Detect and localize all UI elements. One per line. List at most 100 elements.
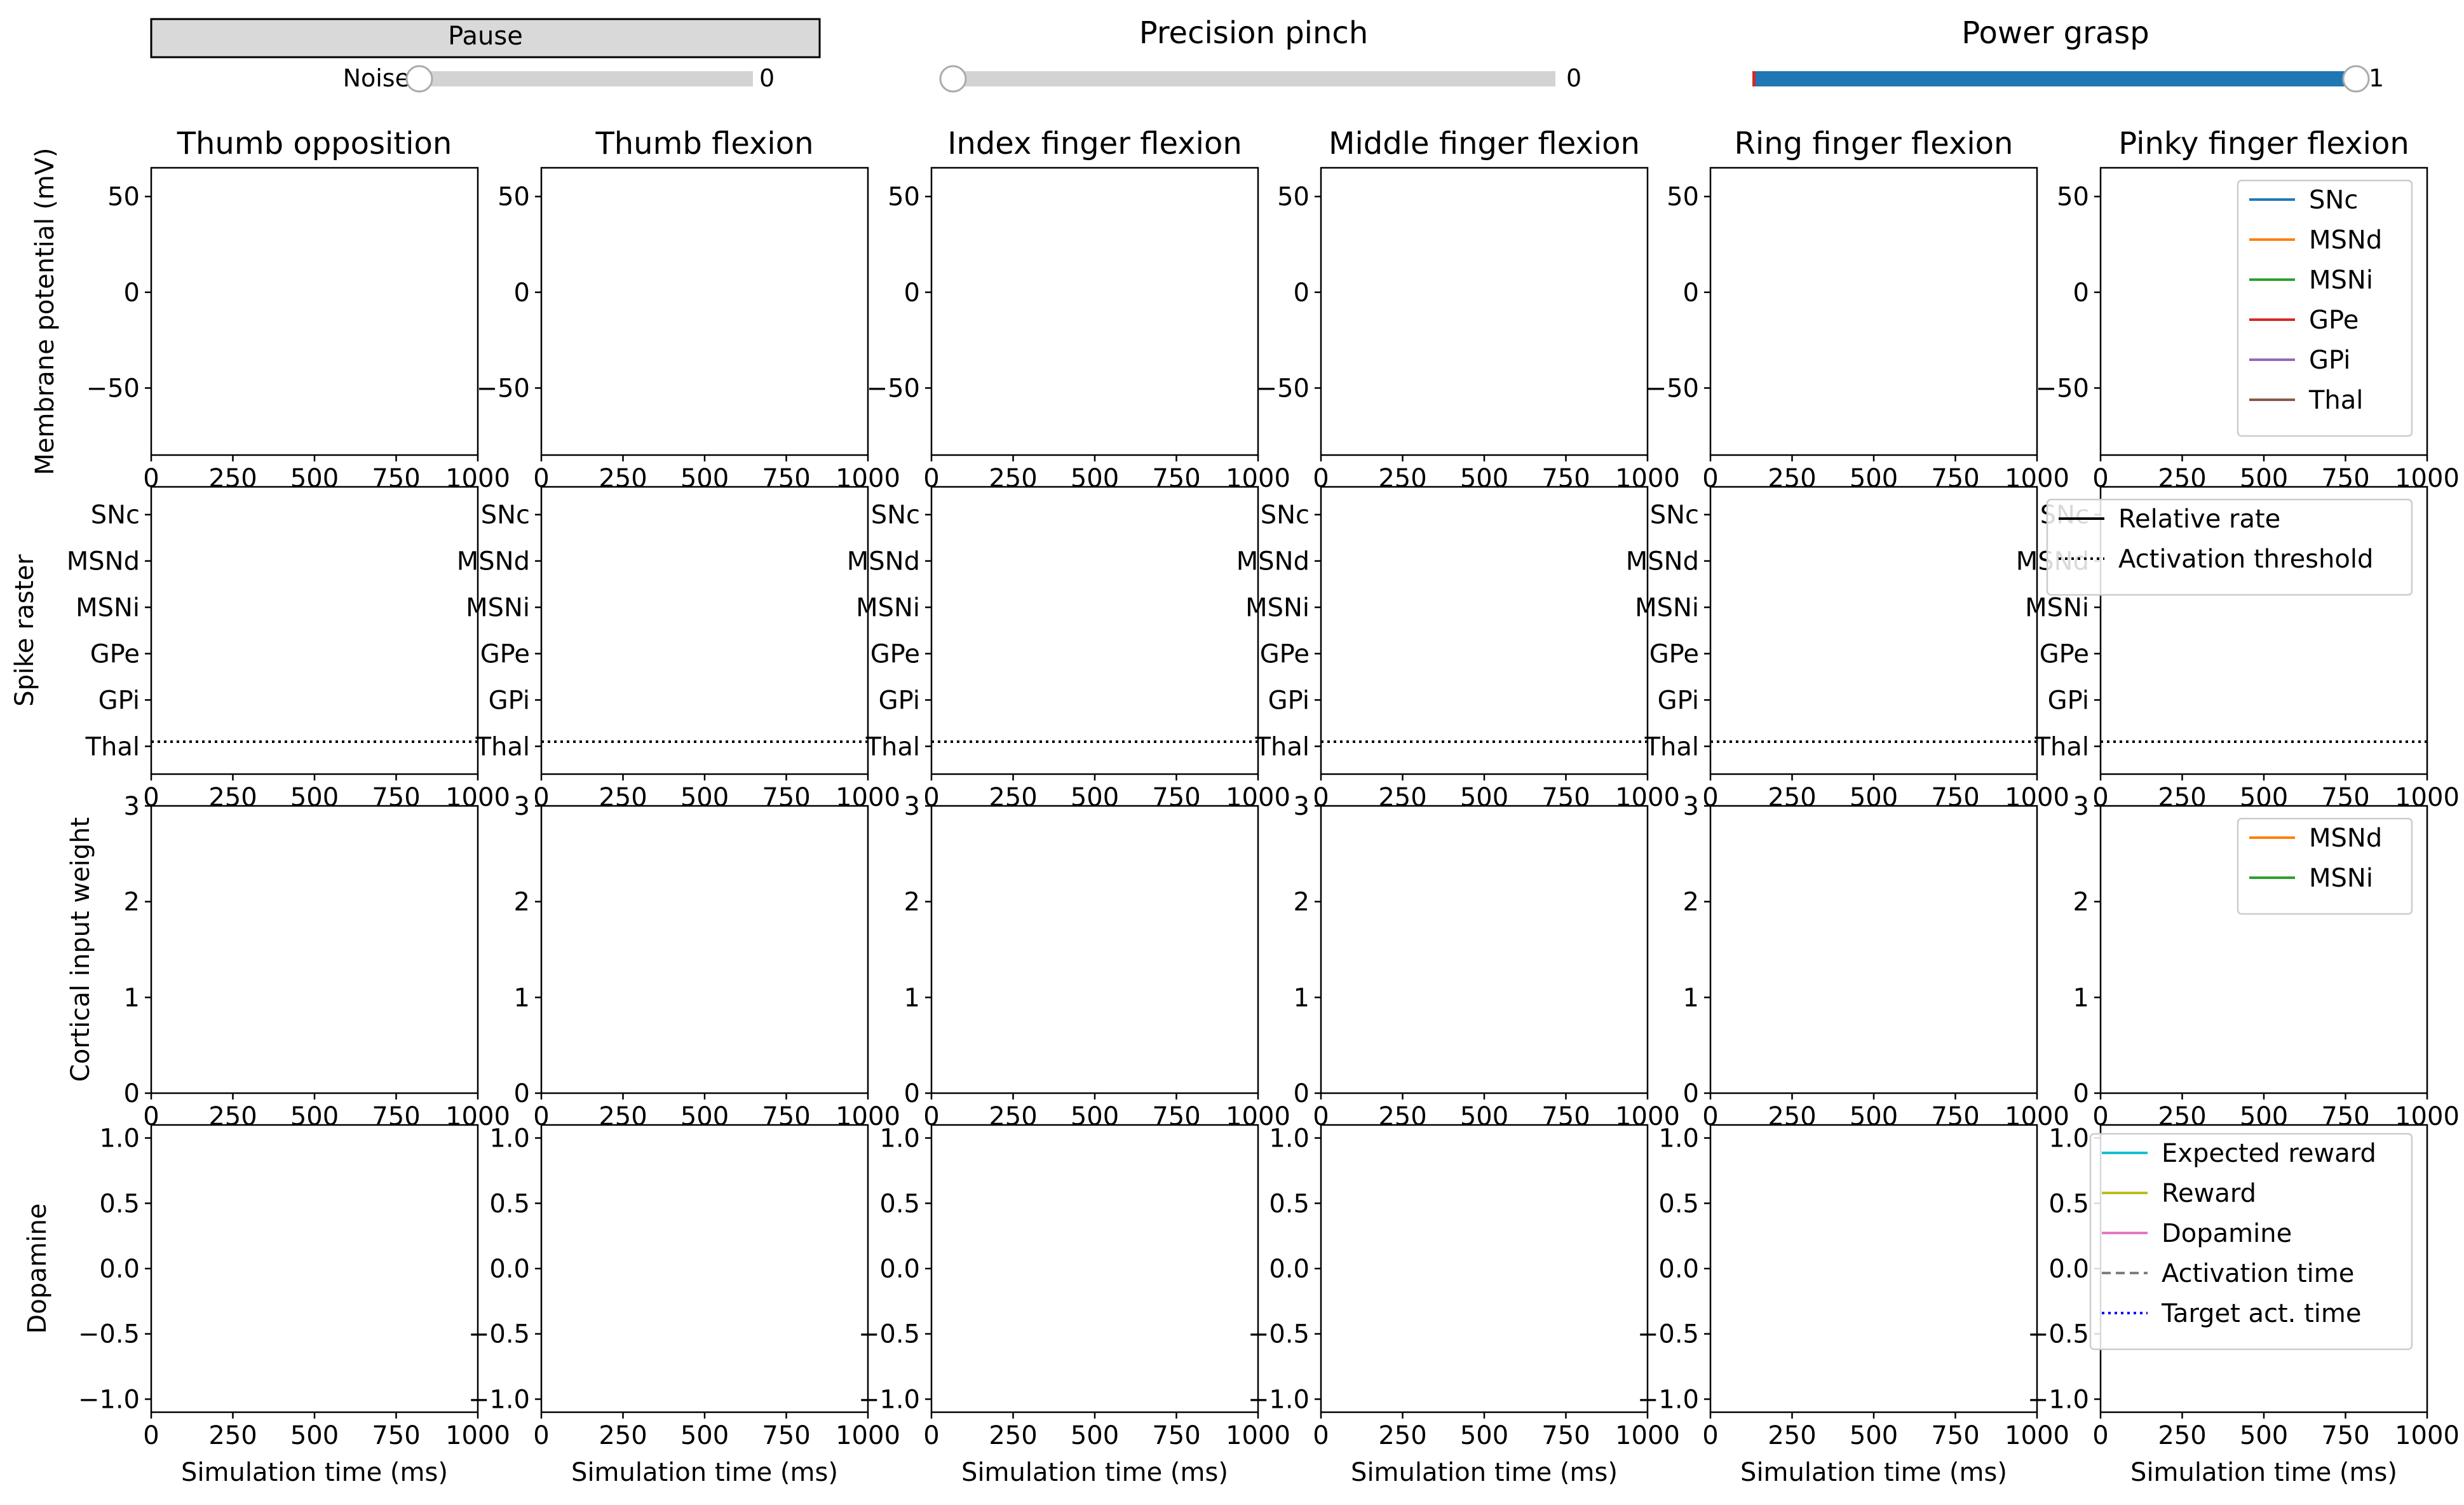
legend-label: Expected reward (2162, 1139, 2376, 1168)
y-tick-label: 3 (904, 792, 920, 821)
plot-area (540, 1124, 869, 1413)
noise-slider-handle[interactable] (405, 65, 433, 93)
x-axis-label: Simulation time (ms) (2130, 1458, 2397, 1487)
x-tick-label: 1000 (836, 1421, 900, 1450)
y-axis-label: Cortical input weight (66, 817, 95, 1082)
y-tick-label: GPe (2040, 639, 2089, 669)
y-tick-label: 2 (124, 888, 140, 917)
y-axis-label: Membrane potential (mV) (30, 147, 60, 475)
y-tick-label: 3 (1294, 792, 1310, 821)
y-tick-label: 1.0 (99, 1124, 140, 1154)
y-tick-label: 0.5 (2048, 1189, 2089, 1218)
y-tick-label: 50 (888, 182, 920, 212)
legend: Expected reward Reward Dopamine Activation … (2089, 1133, 2413, 1351)
precision-pinch-slider-handle[interactable] (939, 65, 967, 93)
power-grasp-slider-marker (1752, 71, 1756, 86)
x-tick-label: 1000 (2395, 1421, 2460, 1450)
precision-pinch-slider-track[interactable] (953, 71, 1555, 86)
x-tick-label: 1000 (1226, 1421, 1290, 1450)
y-tick-label: 1 (124, 983, 140, 1012)
plot-area (1320, 805, 1649, 1094)
y-tick-label: MSNd (457, 547, 530, 576)
x-tick-label: 750 (372, 1421, 420, 1450)
y-tick-label: MSNi (76, 594, 140, 623)
x-tick-label: 0 (533, 1421, 549, 1450)
legend: MSNd MSNi (2237, 817, 2413, 915)
y-tick-label: GPi (489, 686, 530, 715)
y-tick-label: Thal (1644, 732, 1699, 761)
y-tick-label: GPi (879, 686, 920, 715)
y-tick-label: GPi (98, 686, 140, 715)
legend-label: GPi (2309, 346, 2350, 375)
y-tick-label: 0 (1294, 1079, 1310, 1108)
x-tick-label: 500 (680, 1421, 729, 1450)
x-tick-label: 750 (762, 1421, 810, 1450)
plot-area (1709, 1124, 2038, 1413)
y-tick-label: 2 (514, 888, 530, 917)
x-tick-label: 1000 (1615, 1421, 1680, 1450)
plot-area (1320, 1124, 1649, 1413)
x-axis-label: Simulation time (ms) (1351, 1458, 1618, 1487)
y-tick-label: 0 (124, 278, 140, 308)
pause-button[interactable] (150, 18, 821, 58)
column-title: Thumb flexion (595, 126, 813, 161)
y-tick-label: 1 (514, 983, 530, 1012)
subplot-index-finger-flexion-row4: 0 250 500 750 1000 1.0 0.5 0.0 −0.5 −1.0 Simulatio… (858, 1124, 1290, 1487)
y-tick-label: 1.0 (1658, 1124, 1699, 1154)
y-tick-label: MSNd (1626, 547, 1699, 576)
y-tick-label: Thal (2034, 732, 2089, 761)
y-tick-label: 0 (1683, 278, 1699, 308)
plot-area (1320, 486, 1649, 775)
noise-slider-track[interactable] (419, 71, 753, 86)
y-axis-label: Dopamine (23, 1203, 52, 1333)
x-tick-label: 250 (989, 1421, 1037, 1450)
y-tick-label: 50 (1277, 182, 1310, 212)
legend-label: Dopamine (2162, 1219, 2292, 1248)
y-tick-label: SNc (1261, 501, 1310, 530)
y-tick-label: MSNi (466, 594, 530, 623)
power-grasp-slider-handle[interactable] (2342, 65, 2370, 93)
y-tick-label: 0 (124, 1079, 140, 1108)
x-tick-label: 0 (2092, 1421, 2108, 1450)
y-tick-label: −50 (2036, 374, 2089, 404)
plot-area (540, 805, 869, 1094)
pause-button-label: Pause (448, 22, 523, 51)
y-tick-label: −1.0 (468, 1385, 530, 1414)
x-tick-label: 500 (290, 1421, 339, 1450)
plot-area (1320, 167, 1649, 456)
plot-area (1709, 167, 2038, 456)
x-tick-label: 250 (2158, 1421, 2206, 1450)
y-tick-label: 0.0 (1269, 1255, 1310, 1284)
y-tick-label: 2 (1294, 888, 1310, 917)
y-tick-label: 50 (1667, 182, 1699, 212)
legend: Relative rate Activation threshold (2046, 498, 2413, 596)
y-tick-label: 1 (1683, 983, 1699, 1012)
y-tick-label: 3 (514, 792, 530, 821)
plot-area (540, 486, 869, 775)
y-tick-label: −50 (1256, 374, 1310, 404)
legend-label: GPe (2309, 306, 2359, 335)
column-title: Index finger flexion (947, 126, 1242, 161)
y-tick-label: −0.5 (858, 1320, 920, 1349)
plot-area (930, 486, 1259, 775)
x-axis-label: Simulation time (ms) (961, 1458, 1228, 1487)
y-tick-label: 0 (2073, 1079, 2089, 1108)
y-tick-label: 0 (1683, 1079, 1699, 1108)
power-grasp-label: Power grasp (1961, 15, 2149, 51)
y-tick-label: 2 (2073, 888, 2089, 917)
subplot-middle-finger-flexion-row4: 0 250 500 750 1000 1.0 0.5 0.0 −0.5 −1.0 Simulatio… (1248, 1124, 1680, 1487)
x-tick-label: 250 (208, 1421, 257, 1450)
y-tick-label: SNc (481, 501, 530, 530)
y-tick-label: 50 (2057, 182, 2089, 212)
plot-area (150, 167, 479, 456)
power-grasp-value: 1 (2369, 64, 2384, 92)
x-tick-label: 500 (1071, 1421, 1119, 1450)
x-tick-label: 0 (143, 1421, 159, 1450)
